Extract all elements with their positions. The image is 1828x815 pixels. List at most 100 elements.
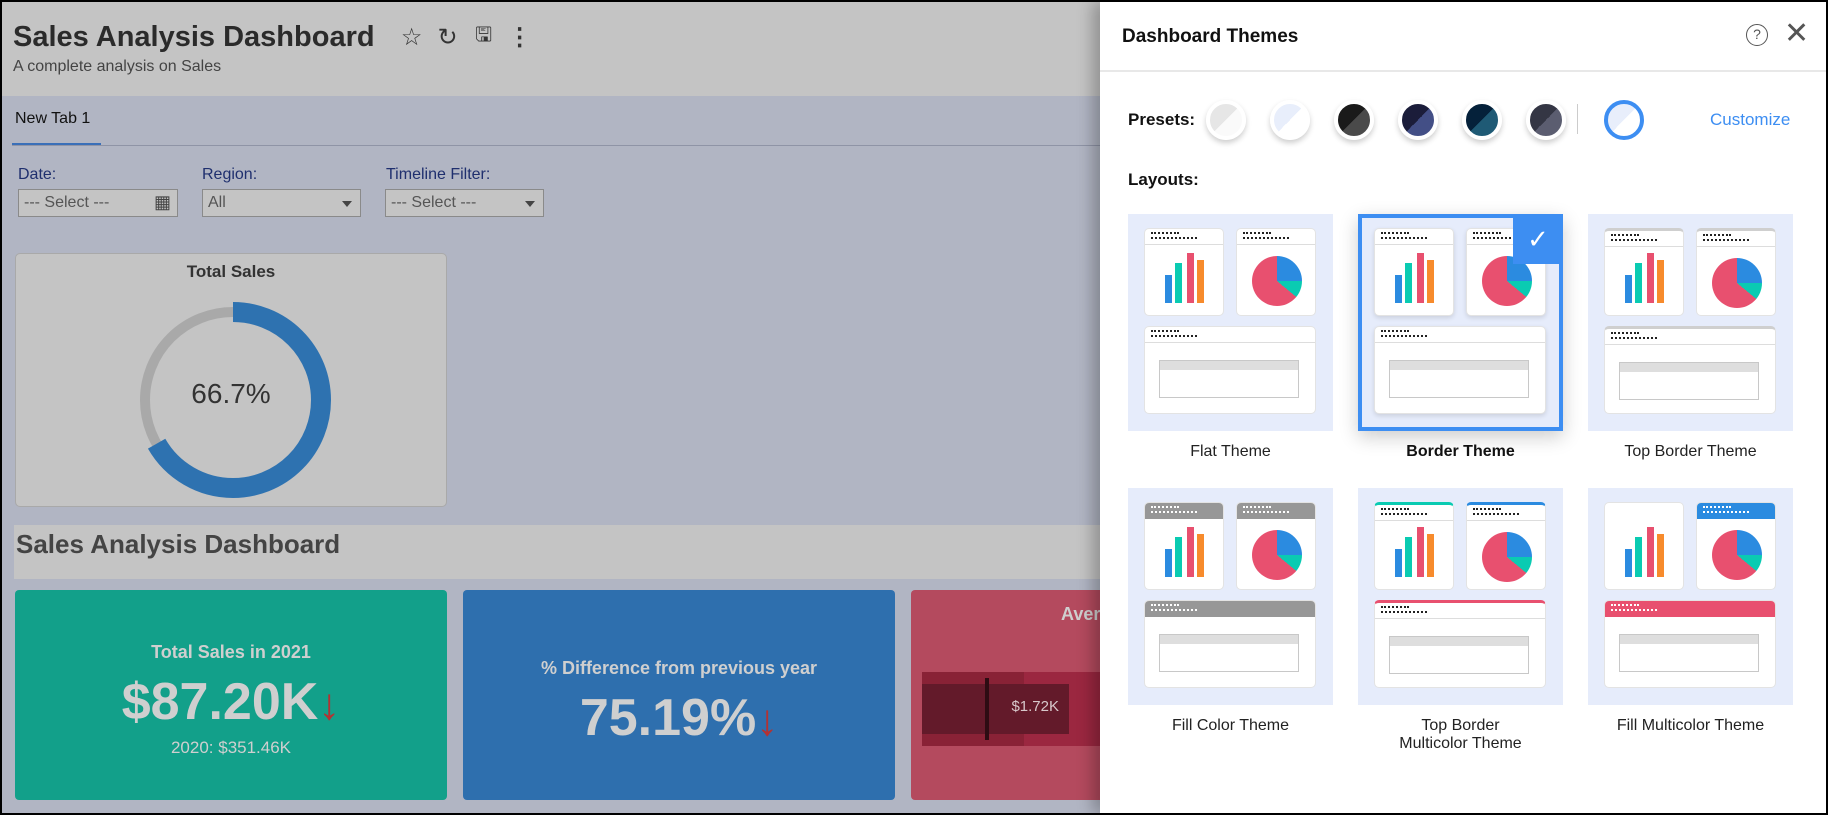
layout-label: Fill Color Theme bbox=[1171, 717, 1290, 734]
preset-swatch[interactable] bbox=[1270, 100, 1310, 140]
header-placeholder bbox=[1151, 232, 1179, 234]
mini-widget-header bbox=[1237, 503, 1315, 519]
region-filter-select[interactable]: All bbox=[202, 189, 361, 217]
mini-widget-header bbox=[1375, 229, 1453, 245]
mini-widget-header bbox=[1237, 229, 1315, 245]
mini-widget-card bbox=[1696, 502, 1776, 590]
preset-swatch[interactable] bbox=[1398, 100, 1438, 140]
mini-widget-card bbox=[1374, 502, 1454, 590]
mini-widget-header bbox=[1697, 503, 1775, 519]
mini-widget-card bbox=[1374, 326, 1546, 414]
calendar-icon[interactable]: ▦ bbox=[153, 192, 171, 212]
mini-widget-card bbox=[1466, 502, 1546, 590]
mini-table bbox=[1619, 362, 1759, 400]
layout-thumbnail-border[interactable]: ✓ bbox=[1358, 214, 1563, 431]
mini-table bbox=[1389, 636, 1529, 674]
date-filter-label: Date: bbox=[18, 166, 57, 183]
kpi-card-total-sales: Total Sales in 2021 $87.20K↓ 2020: $351.… bbox=[15, 590, 447, 800]
layout-label: Border Theme bbox=[1406, 443, 1515, 460]
mini-widget-header bbox=[1375, 505, 1453, 521]
mini-table bbox=[1389, 360, 1529, 398]
header-placeholder bbox=[1473, 513, 1519, 515]
widget-title: Total Sales bbox=[186, 262, 276, 281]
layout-thumbnail-fill[interactable] bbox=[1128, 488, 1333, 705]
bullet-value: $1.72K bbox=[1011, 698, 1059, 715]
mini-widget-header bbox=[1145, 327, 1315, 343]
save-icon[interactable]: 🖫 bbox=[475, 24, 493, 46]
mini-widget-header bbox=[1605, 503, 1683, 519]
customize-link[interactable]: Customize bbox=[1710, 110, 1791, 129]
kpi-subtext: 2020: $351.46K bbox=[170, 738, 292, 757]
mini-bar bbox=[1427, 534, 1434, 577]
header-placeholder bbox=[1243, 237, 1289, 239]
kpi-title: % Difference from previous year bbox=[540, 658, 818, 678]
layout-thumbnail-topborder[interactable] bbox=[1588, 214, 1793, 431]
mini-bar bbox=[1395, 549, 1402, 577]
mini-bar bbox=[1405, 263, 1412, 303]
mini-pie bbox=[1252, 256, 1302, 306]
mini-bar bbox=[1187, 527, 1194, 577]
custom-preset-selected[interactable] bbox=[1604, 100, 1644, 140]
help-icon[interactable]: ? bbox=[1746, 24, 1768, 46]
kpi-title: Total Sales in 2021 bbox=[151, 642, 311, 662]
header-placeholder bbox=[1381, 330, 1409, 332]
header-placeholder bbox=[1703, 239, 1749, 241]
preset-swatch[interactable] bbox=[1334, 100, 1374, 140]
mini-bar bbox=[1647, 253, 1654, 303]
close-icon[interactable]: ✕ bbox=[1784, 17, 1810, 50]
mini-pie bbox=[1712, 530, 1762, 580]
header-placeholder bbox=[1151, 604, 1179, 606]
mini-pie bbox=[1252, 530, 1302, 580]
mini-widget-card bbox=[1604, 502, 1684, 590]
bullet-target-marker bbox=[985, 678, 989, 740]
mini-bar bbox=[1175, 263, 1182, 303]
mini-table bbox=[1619, 634, 1759, 672]
mini-bar bbox=[1197, 260, 1204, 303]
star-icon[interactable]: ☆ bbox=[400, 23, 423, 51]
layout-label: Flat Theme bbox=[1190, 443, 1271, 460]
dashboard-themes-panel: Dashboard Themes ? ✕ Presets: Customize … bbox=[1100, 2, 1826, 813]
header-placeholder bbox=[1381, 611, 1427, 613]
header-placeholder bbox=[1381, 237, 1427, 239]
header-placeholder bbox=[1611, 234, 1639, 236]
mini-widget-header bbox=[1467, 229, 1545, 245]
date-filter-input[interactable]: --- Select --- ▦ bbox=[18, 189, 178, 217]
refresh-icon[interactable]: ↻ bbox=[437, 23, 458, 51]
header-placeholder bbox=[1611, 239, 1657, 241]
layout-thumbnail-fillmulti[interactable] bbox=[1588, 488, 1793, 705]
mini-bar bbox=[1405, 537, 1412, 577]
mini-widget-header bbox=[1145, 229, 1223, 245]
preset-swatch[interactable] bbox=[1526, 100, 1566, 140]
mini-pie bbox=[1482, 256, 1532, 306]
layout-thumbnail-flat[interactable] bbox=[1128, 214, 1333, 431]
mini-widget-header bbox=[1605, 231, 1683, 247]
presets-label: Presets: bbox=[1128, 110, 1196, 129]
mini-widget-header bbox=[1605, 329, 1775, 345]
preset-divider bbox=[1577, 104, 1578, 134]
active-tab-indicator bbox=[12, 143, 101, 146]
header-placeholder bbox=[1243, 511, 1289, 513]
section-title-bar: Sales Analysis Dashboard bbox=[14, 525, 1114, 579]
header-placeholder bbox=[1151, 335, 1197, 337]
kpi-value: 75.19% bbox=[579, 689, 757, 747]
mini-widget-card bbox=[1236, 502, 1316, 590]
mini-bar bbox=[1625, 549, 1632, 577]
mini-widget-card bbox=[1144, 326, 1316, 414]
panel-title: Dashboard Themes bbox=[1122, 26, 1299, 47]
timeline-filter-select[interactable]: --- Select --- bbox=[385, 189, 544, 217]
donut-value: 66.7% bbox=[191, 378, 271, 409]
preset-swatch[interactable] bbox=[1206, 100, 1246, 140]
mini-widget-card bbox=[1604, 326, 1776, 414]
preset-swatch[interactable] bbox=[1462, 100, 1502, 140]
layout-thumbnail-topmulti[interactable] bbox=[1358, 488, 1563, 705]
chevron-down-icon bbox=[525, 201, 535, 207]
more-vertical-icon[interactable]: ⋮ bbox=[507, 23, 532, 51]
header-placeholder bbox=[1381, 232, 1409, 234]
region-filter-value: All bbox=[208, 194, 226, 211]
mini-widget-card bbox=[1604, 600, 1776, 688]
mini-widget-header bbox=[1467, 505, 1545, 521]
tab-new-tab-1[interactable]: New Tab 1 bbox=[15, 110, 91, 127]
kpi-value: $87.20K bbox=[121, 673, 319, 731]
header-placeholder bbox=[1381, 513, 1427, 515]
